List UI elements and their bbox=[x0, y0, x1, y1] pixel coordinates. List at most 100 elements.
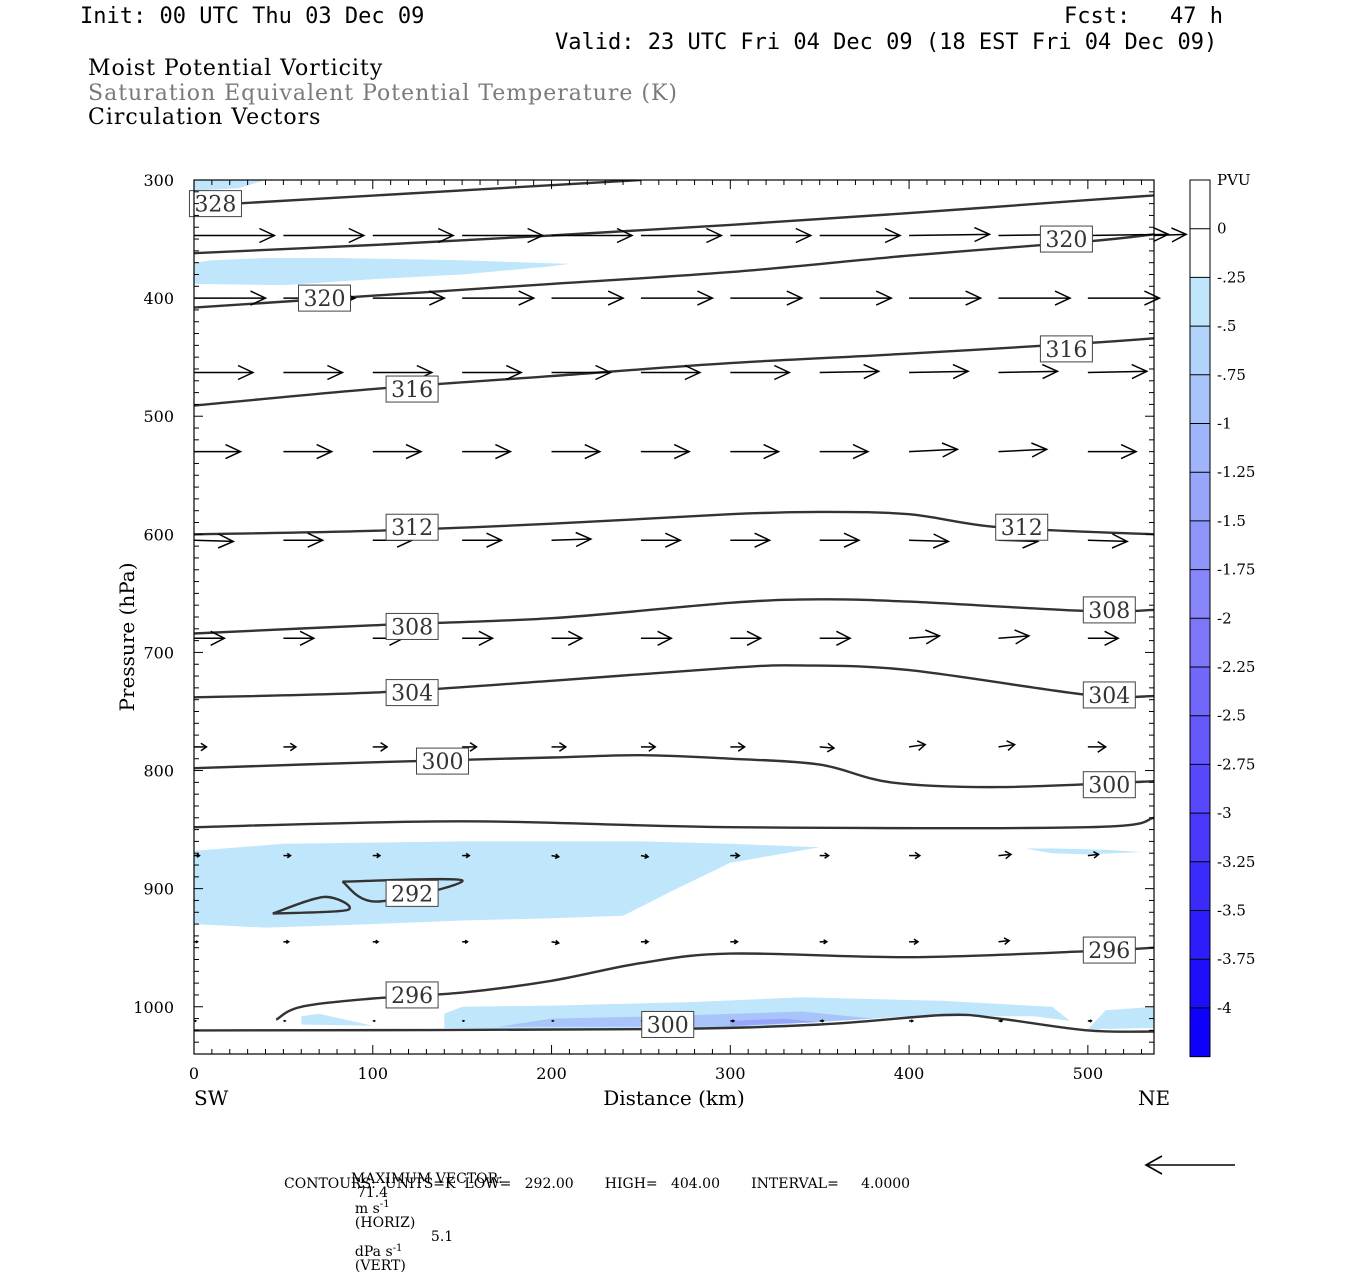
vector-head-5-6 bbox=[746, 630, 763, 646]
vector-head-6-10 bbox=[1097, 740, 1108, 753]
vector-shaft-6-7 bbox=[819, 746, 835, 749]
vector-head-3-2 bbox=[405, 443, 423, 460]
vector-head-6-0 bbox=[200, 742, 208, 752]
vector-head-1-6 bbox=[786, 290, 804, 306]
contour-label-320-2-0: 320 bbox=[304, 287, 346, 312]
contour-label-box-312-4-1 bbox=[995, 513, 1049, 541]
contour-label-312-4-1: 312 bbox=[1001, 516, 1043, 541]
vector-head-4-5 bbox=[664, 532, 683, 548]
vector-head-7-1 bbox=[286, 852, 292, 859]
vector-head-5-1 bbox=[299, 630, 316, 646]
vector-shaft-8-9 bbox=[998, 939, 1010, 943]
vector-shaft-6-9 bbox=[998, 743, 1015, 748]
vector-head-3-5 bbox=[673, 443, 691, 460]
vector-head-8-2 bbox=[375, 939, 380, 945]
vector-head-0-0 bbox=[259, 227, 277, 244]
vector-head-2-8 bbox=[952, 363, 970, 380]
vector-shaft-4-0 bbox=[193, 539, 234, 543]
colorbar-label-15: -3.75 bbox=[1217, 950, 1255, 968]
contour-304-6 bbox=[194, 664, 1154, 699]
x-end-label-left: SW bbox=[194, 1086, 229, 1110]
init-time: Init: 00 UTC Thu 03 Dec 09 bbox=[80, 4, 425, 29]
vector-head-8-9 bbox=[1003, 937, 1011, 945]
contour-label-box-300-7-1 bbox=[1082, 771, 1136, 799]
vert-tag: (VERT) bbox=[354, 1258, 406, 1274]
x-tick-label-500: 500 bbox=[1073, 1064, 1104, 1083]
colorbar-swatch-4 bbox=[1190, 374, 1210, 424]
contour-328-0 bbox=[194, 180, 641, 208]
contour-label-316-3-1: 316 bbox=[1045, 338, 1087, 363]
colorbar-swatch-8 bbox=[1190, 569, 1210, 619]
colorbar-label-11: -2.75 bbox=[1217, 755, 1255, 773]
colorbar-label-10: -2.5 bbox=[1217, 707, 1246, 725]
vert-exponent: -1 bbox=[392, 1242, 403, 1254]
colorbar-swatch-3 bbox=[1190, 326, 1210, 376]
contour-label-box-308-5-1 bbox=[1082, 596, 1136, 624]
contour-label-box-300-12-0 bbox=[641, 1010, 695, 1038]
vector-head-6-4 bbox=[558, 741, 568, 752]
vector-head-8-1 bbox=[285, 939, 291, 945]
y-tick-label-400: 400 bbox=[143, 289, 174, 308]
contour-label-box-328-0-0 bbox=[188, 190, 242, 218]
vector-head-2-1 bbox=[327, 364, 345, 381]
title-line-2: Saturation Equivalent Potential Temperat… bbox=[88, 81, 678, 106]
vert-value: 5.1 bbox=[430, 1228, 454, 1245]
x-tick-label-300: 300 bbox=[715, 1064, 746, 1083]
vector-head-0-4 bbox=[616, 227, 634, 244]
forecast-hour: Fcst: 47 h bbox=[1064, 4, 1223, 29]
colorbar-swatch-7 bbox=[1190, 520, 1210, 571]
contour-label-box-304-6-0 bbox=[385, 679, 439, 707]
colorbar-label-1: -.25 bbox=[1217, 268, 1246, 286]
contour-label-box-320-2-0 bbox=[298, 284, 352, 312]
vector-head-0-1 bbox=[348, 227, 366, 244]
vector-head-9-10 bbox=[1089, 1019, 1093, 1023]
vector-head-4-1 bbox=[307, 532, 325, 548]
vector-head-8-5 bbox=[644, 939, 650, 945]
vector-head-5-4 bbox=[567, 630, 584, 646]
contour-label-box-312-4-0 bbox=[385, 513, 439, 541]
contour-label-296-11-0: 296 bbox=[391, 984, 433, 1009]
colorbar-label-13: -3.25 bbox=[1217, 853, 1255, 871]
vector-shaft-2-7 bbox=[819, 370, 879, 374]
vector-head-1-7 bbox=[875, 290, 893, 306]
vector-head-4-6 bbox=[754, 532, 772, 548]
colorbar-swatch-9 bbox=[1190, 618, 1210, 668]
contour-300-12 bbox=[194, 1013, 1154, 1033]
vector-head-7-2 bbox=[376, 852, 382, 859]
valid-time: Valid: 23 UTC Fri 04 Dec 09 (18 EST Fri … bbox=[555, 30, 1218, 55]
contour-label-box-300-7-0 bbox=[415, 747, 469, 775]
vector-head-9-1 bbox=[283, 1019, 287, 1023]
vector-head-5-5 bbox=[657, 630, 673, 646]
vector-head-2-10 bbox=[1131, 363, 1149, 380]
vector-head-4-10 bbox=[1111, 533, 1129, 549]
vector-head-4-3 bbox=[486, 532, 504, 548]
vector-head-3-6 bbox=[763, 443, 781, 460]
vector-shaft-3-8 bbox=[909, 448, 958, 453]
vector-head-8-3 bbox=[464, 939, 469, 945]
colorbar-swatch-17 bbox=[1190, 1007, 1210, 1058]
vector-head-6-8 bbox=[916, 740, 927, 751]
vector-head-3-9 bbox=[1031, 442, 1049, 458]
contour-296-8 bbox=[194, 816, 1154, 830]
vector-head-1-0 bbox=[250, 290, 268, 306]
vector-head-9-7 bbox=[821, 1019, 825, 1023]
contour-label-300-7-1: 300 bbox=[1088, 774, 1130, 799]
colorbar-swatch-0 bbox=[1190, 180, 1210, 230]
y-tick-label-300: 300 bbox=[143, 171, 174, 190]
vector-head-7-9 bbox=[1004, 850, 1013, 860]
vector-head-1-8 bbox=[965, 290, 983, 306]
vector-head-6-3 bbox=[469, 741, 478, 752]
vector-shaft-5-8 bbox=[909, 635, 940, 640]
y-tick-label-500: 500 bbox=[143, 407, 174, 426]
contour-label-box-308-5-0 bbox=[385, 612, 439, 640]
colorbar-swatch-12 bbox=[1190, 764, 1210, 814]
vector-head-1-10 bbox=[1144, 290, 1162, 306]
vector-head-2-4 bbox=[595, 364, 613, 381]
vector-head-9-2 bbox=[373, 1019, 376, 1023]
vector-head-9-4 bbox=[552, 1019, 555, 1023]
vector-head-4-4 bbox=[575, 531, 593, 548]
vector-shaft-4-4 bbox=[551, 538, 591, 541]
contour-308-5 bbox=[194, 598, 1154, 635]
contour-label-312-4-0: 312 bbox=[391, 516, 433, 541]
vector-head-1-3 bbox=[518, 290, 536, 306]
